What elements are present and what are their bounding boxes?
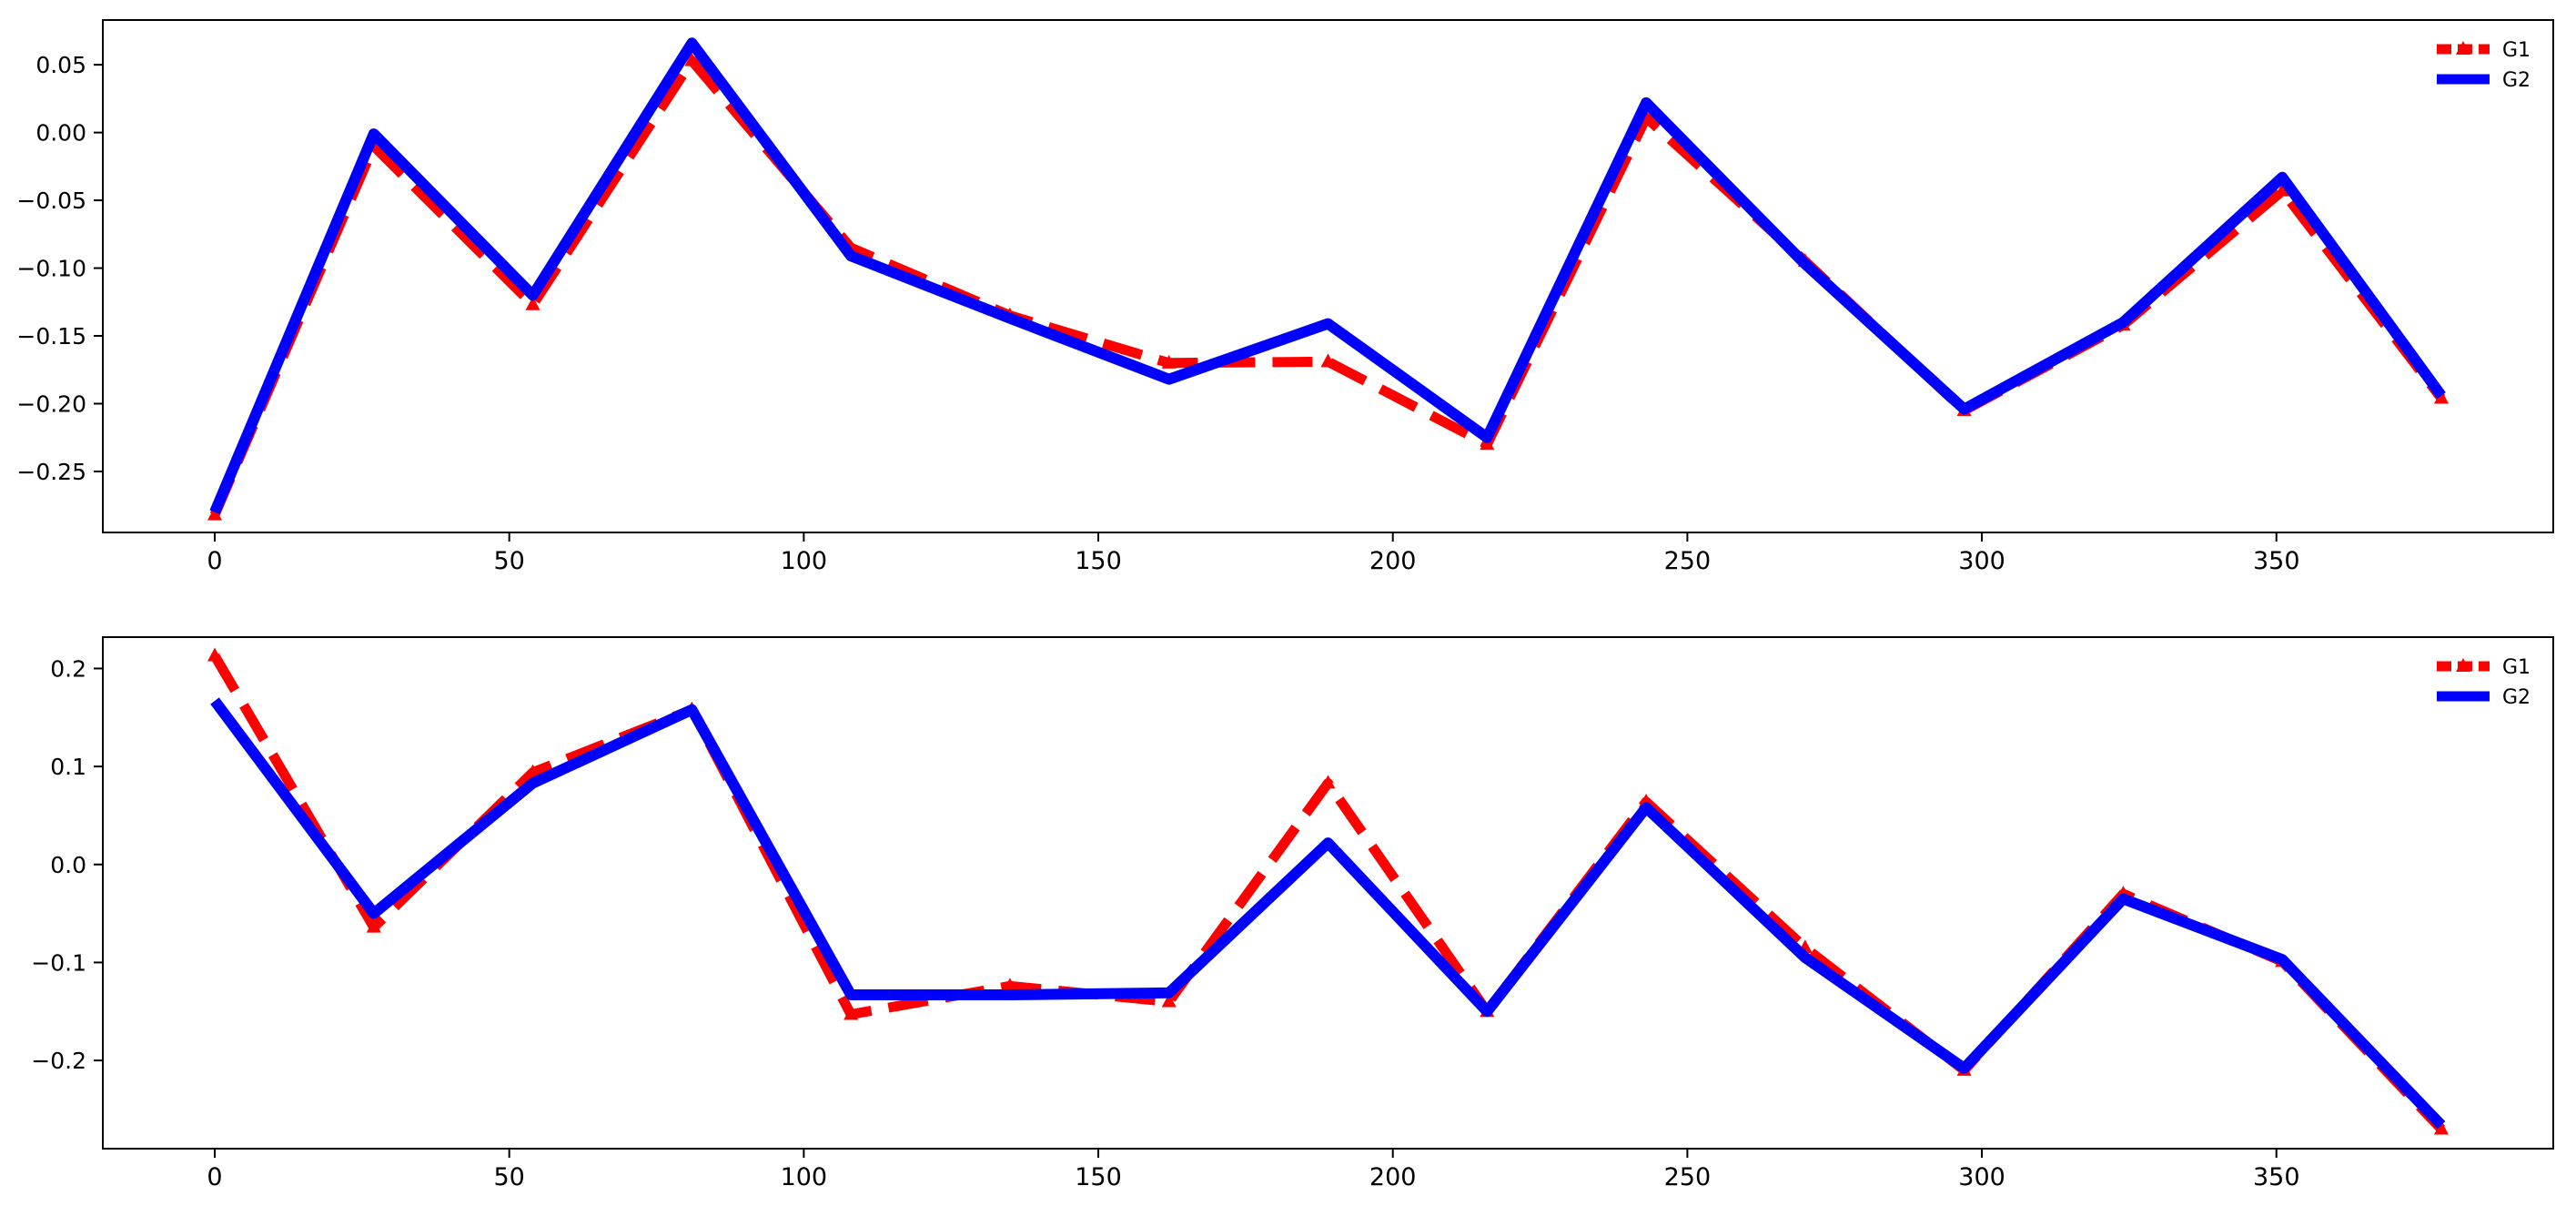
y-tick-label: 0.1 (50, 754, 86, 780)
y-tick-label: 0.00 (35, 120, 86, 147)
x-tick-label: 50 (493, 1163, 524, 1191)
data-point-g1 (2434, 390, 2450, 404)
legend-marker-g1 (2456, 658, 2470, 672)
x-tick-label: 50 (493, 547, 524, 575)
x-tick-label: 300 (1958, 547, 2005, 575)
axes-frame (102, 636, 2554, 1150)
data-point-g1 (1161, 993, 1177, 1008)
y-tick-label: −0.20 (16, 391, 86, 418)
data-point-g1 (1002, 978, 1017, 992)
series-line-g2 (209, 37, 2446, 515)
data-point-g1 (2275, 182, 2290, 197)
y-tick-label: −0.1 (31, 949, 86, 976)
x-tick-label: 350 (2253, 1163, 2300, 1191)
series-line-g1 (210, 653, 2445, 1133)
x-tick-label: 250 (1664, 1163, 1712, 1191)
y-tick-label: −0.2 (31, 1048, 86, 1074)
x-tick-label: 300 (1958, 1163, 2005, 1191)
data-point-g1 (525, 764, 540, 778)
x-tick-label: 350 (2253, 547, 2300, 575)
data-point-g1 (207, 647, 222, 662)
y-tick-label: −0.15 (16, 323, 86, 350)
top-chart: 0 50 100 150 200 250 300 350 0.05 0.00 −0.05 −0.10 −… (16, 19, 2554, 575)
x-tick-label: 150 (1075, 1163, 1122, 1191)
data-point-g1 (1161, 354, 1177, 369)
legend-label-g2: G2 (2502, 69, 2531, 92)
y-tick-label: 0.0 (50, 852, 86, 878)
x-tick-label: 0 (207, 547, 222, 575)
data-point-g1 (366, 918, 381, 933)
data-point-g1 (1320, 775, 1336, 789)
y-tick-label: 0.2 (50, 655, 86, 682)
y-tick-label: −0.05 (16, 187, 86, 214)
axes-frame (102, 19, 2554, 533)
x-tick-label: 100 (781, 547, 828, 575)
x-tick-label: 150 (1075, 547, 1122, 575)
x-tick-label: 200 (1369, 547, 1417, 575)
y-tick-label: −0.25 (16, 459, 86, 485)
legend-marker-g1 (2456, 41, 2470, 55)
data-point-g1 (2434, 1120, 2450, 1135)
legend-label-g1: G1 (2502, 39, 2531, 62)
x-tick-label: 200 (1369, 1163, 1417, 1191)
data-point-g1 (684, 52, 700, 66)
x-tick-label: 100 (781, 1163, 828, 1191)
legend-label-g1: G1 (2502, 656, 2531, 679)
legend-label-g2: G2 (2502, 686, 2531, 709)
bottom-chart: 0 50 100 150 200 250 300 350 0.2 0.1 0.0 −0.1 −0.2 G1… (31, 636, 2554, 1191)
data-point-g1 (844, 1006, 859, 1020)
x-tick-label: 250 (1664, 547, 1712, 575)
data-point-g1 (525, 296, 540, 310)
series-line-g2 (210, 697, 2446, 1130)
data-point-g1 (207, 506, 222, 521)
series-line-g1 (209, 56, 2446, 517)
y-tick-label: −0.10 (16, 256, 86, 282)
x-tick-label: 0 (207, 1163, 222, 1191)
y-tick-label: 0.05 (35, 52, 86, 78)
data-point-g1 (1320, 353, 1336, 368)
